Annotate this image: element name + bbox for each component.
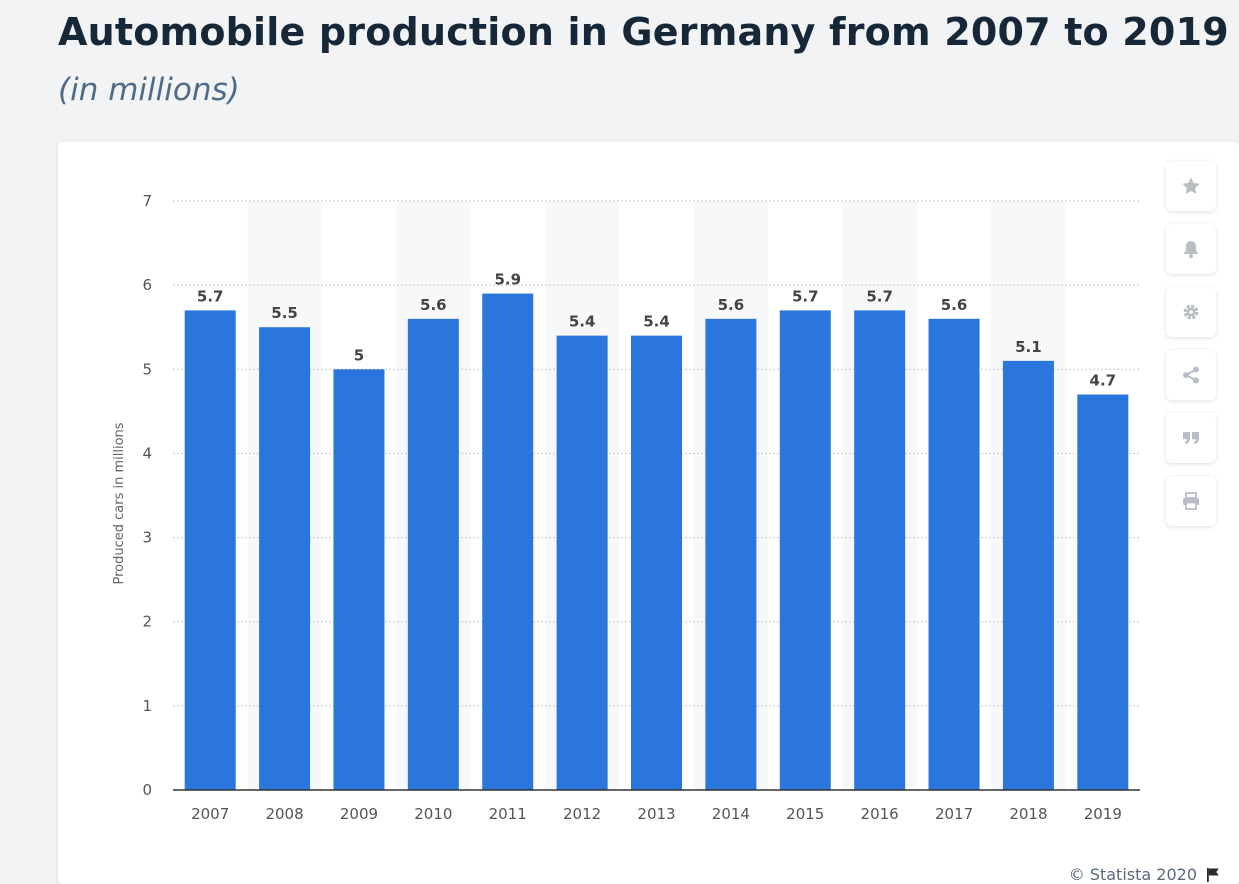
y-tick-label: 2 xyxy=(142,613,152,631)
gear-icon xyxy=(1183,304,1199,320)
x-tick-label: 2011 xyxy=(489,805,527,823)
y-tick-label: 5 xyxy=(142,360,152,378)
value-label: 5.5 xyxy=(271,304,298,322)
x-tick-label: 2013 xyxy=(637,805,675,823)
share-button[interactable] xyxy=(1166,350,1216,400)
cite-button[interactable] xyxy=(1166,413,1216,463)
print-button[interactable] xyxy=(1166,476,1216,526)
x-tick-label: 2018 xyxy=(1009,805,1047,823)
value-label: 5.4 xyxy=(569,313,596,331)
bar-2014 xyxy=(705,318,757,790)
y-tick-label: 3 xyxy=(142,529,152,547)
y-tick-label: 1 xyxy=(142,697,152,715)
y-axis-ticks: 0 1 2 3 4 5 6 7 xyxy=(142,192,152,799)
x-tick-label: 2008 xyxy=(265,805,303,823)
chart-subtitle: (in millions) xyxy=(58,72,240,108)
y-tick-label: 7 xyxy=(142,192,152,210)
y-tick-label: 0 xyxy=(142,781,152,799)
chart-card: 0 1 2 3 4 5 6 7 5.7 5.5 5 5.6 5.9 5.4 5.4 5.6 5.7 5.7 5.6… xyxy=(58,142,1239,884)
bar-chart: 0 1 2 3 4 5 6 7 5.7 5.5 5 5.6 5.9 5.4 5.4 5.6 5.7 5.7 5.6… xyxy=(112,192,1140,823)
credit-text: © Statista 2020 xyxy=(1068,865,1197,884)
bar-2010 xyxy=(407,318,459,790)
bell-icon xyxy=(1184,241,1198,258)
x-tick-label: 2016 xyxy=(861,805,899,823)
bar-2009 xyxy=(333,369,385,790)
value-label: 5.7 xyxy=(197,287,224,305)
flag-icon xyxy=(1207,867,1219,882)
bar-2017 xyxy=(928,318,980,790)
value-label: 5.9 xyxy=(494,271,521,289)
chart-title: Automobile production in Germany from 20… xyxy=(58,10,1229,54)
x-tick-label: 2012 xyxy=(563,805,601,823)
value-label: 5.6 xyxy=(941,296,968,314)
chart-toolbar xyxy=(1166,161,1216,539)
star-icon xyxy=(1182,177,1200,194)
x-tick-label: 2010 xyxy=(414,805,452,823)
y-tick-label: 4 xyxy=(142,444,152,462)
x-axis-ticks: 2007 2008 2009 2010 2011 2012 2013 2014 2015 2016… xyxy=(191,805,1122,823)
x-tick-label: 2009 xyxy=(340,805,378,823)
y-tick-label: 6 xyxy=(142,276,152,294)
bar-2008 xyxy=(259,327,311,790)
x-tick-label: 2015 xyxy=(786,805,824,823)
favorite-button[interactable] xyxy=(1166,161,1216,211)
bar-2007 xyxy=(184,310,236,790)
y-axis-label: Produced cars in millions xyxy=(112,422,127,584)
value-label: 5 xyxy=(354,346,364,364)
statista-credit[interactable]: © Statista 2020 xyxy=(1069,865,1221,884)
value-label: 4.7 xyxy=(1090,372,1117,390)
x-tick-label: 2007 xyxy=(191,805,229,823)
print-icon xyxy=(1183,492,1199,510)
bar-2019 xyxy=(1077,394,1129,790)
value-label: 5.7 xyxy=(866,287,893,305)
bar-2015 xyxy=(779,310,831,790)
value-label: 5.6 xyxy=(718,296,745,314)
bar-2011 xyxy=(482,293,534,790)
value-labels: 5.7 5.5 5 5.6 5.9 5.4 5.4 5.6 5.7 5.7 5.6 5.1 4.7 xyxy=(197,271,1116,390)
x-tick-label: 2019 xyxy=(1084,805,1122,823)
bar-2016 xyxy=(854,310,906,790)
x-tick-label: 2017 xyxy=(935,805,973,823)
bar-2018 xyxy=(1002,360,1054,790)
value-label: 5.1 xyxy=(1015,338,1042,356)
x-tick-label: 2014 xyxy=(712,805,750,823)
bar-2013 xyxy=(631,335,682,790)
settings-button[interactable] xyxy=(1166,287,1216,337)
value-label: 5.7 xyxy=(792,287,819,305)
bars xyxy=(184,293,1129,790)
value-label: 5.4 xyxy=(643,313,670,331)
value-label: 5.6 xyxy=(420,296,447,314)
share-icon xyxy=(1183,366,1199,384)
notification-button[interactable] xyxy=(1166,224,1216,274)
quote-icon xyxy=(1183,432,1199,444)
bar-2012 xyxy=(556,335,608,790)
